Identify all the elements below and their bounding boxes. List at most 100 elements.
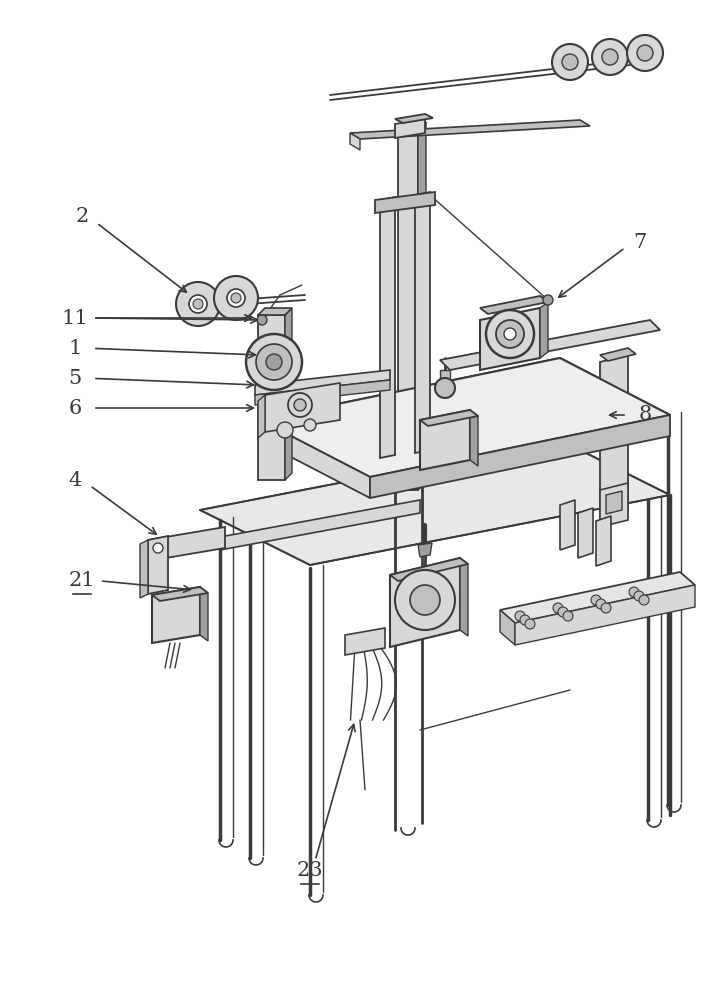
Polygon shape bbox=[260, 358, 670, 477]
Circle shape bbox=[525, 619, 535, 629]
Text: 4: 4 bbox=[68, 471, 82, 489]
Polygon shape bbox=[370, 415, 670, 498]
Text: 7: 7 bbox=[634, 232, 647, 251]
Polygon shape bbox=[480, 296, 548, 314]
Text: 11: 11 bbox=[62, 308, 89, 328]
Circle shape bbox=[486, 310, 534, 358]
Circle shape bbox=[637, 45, 653, 61]
Polygon shape bbox=[390, 558, 468, 581]
Text: 5: 5 bbox=[68, 368, 82, 387]
Polygon shape bbox=[350, 120, 590, 139]
Polygon shape bbox=[500, 610, 515, 645]
Circle shape bbox=[592, 39, 628, 75]
Circle shape bbox=[591, 595, 601, 605]
Circle shape bbox=[601, 603, 611, 613]
Circle shape bbox=[231, 293, 241, 303]
Polygon shape bbox=[470, 410, 478, 466]
Circle shape bbox=[563, 611, 573, 621]
Polygon shape bbox=[395, 119, 425, 138]
Circle shape bbox=[515, 611, 525, 621]
Circle shape bbox=[153, 543, 163, 553]
Polygon shape bbox=[350, 133, 360, 150]
Polygon shape bbox=[600, 483, 628, 527]
Polygon shape bbox=[152, 587, 208, 601]
Polygon shape bbox=[258, 395, 265, 438]
Polygon shape bbox=[148, 536, 168, 594]
Circle shape bbox=[496, 320, 524, 348]
Polygon shape bbox=[200, 587, 208, 641]
Circle shape bbox=[627, 35, 663, 71]
Polygon shape bbox=[578, 508, 593, 558]
Polygon shape bbox=[255, 370, 390, 395]
Circle shape bbox=[602, 49, 618, 65]
Text: 8: 8 bbox=[639, 406, 652, 424]
Circle shape bbox=[304, 419, 316, 431]
Polygon shape bbox=[418, 122, 426, 490]
Circle shape bbox=[288, 393, 312, 417]
Circle shape bbox=[629, 587, 639, 597]
Polygon shape bbox=[540, 302, 548, 358]
Circle shape bbox=[520, 615, 530, 625]
Polygon shape bbox=[375, 192, 435, 213]
Polygon shape bbox=[140, 540, 148, 598]
Polygon shape bbox=[285, 308, 292, 480]
Polygon shape bbox=[255, 380, 390, 405]
Circle shape bbox=[553, 603, 563, 613]
Polygon shape bbox=[148, 527, 225, 561]
Polygon shape bbox=[265, 383, 340, 432]
Text: 23: 23 bbox=[296, 860, 323, 880]
Circle shape bbox=[552, 44, 588, 80]
Polygon shape bbox=[258, 315, 285, 480]
Polygon shape bbox=[596, 516, 611, 566]
Circle shape bbox=[639, 595, 649, 605]
Circle shape bbox=[266, 354, 282, 370]
Circle shape bbox=[193, 299, 203, 309]
Polygon shape bbox=[380, 197, 395, 458]
Circle shape bbox=[214, 276, 258, 320]
Polygon shape bbox=[258, 308, 292, 315]
Polygon shape bbox=[260, 420, 370, 498]
Polygon shape bbox=[440, 320, 660, 370]
Circle shape bbox=[256, 344, 292, 380]
Polygon shape bbox=[152, 587, 200, 643]
Polygon shape bbox=[390, 558, 460, 647]
Circle shape bbox=[227, 289, 245, 307]
Text: 1: 1 bbox=[68, 338, 82, 358]
Polygon shape bbox=[600, 355, 628, 517]
Text: 2: 2 bbox=[75, 208, 89, 227]
Circle shape bbox=[176, 282, 220, 326]
Circle shape bbox=[294, 399, 306, 411]
Circle shape bbox=[596, 599, 606, 609]
Circle shape bbox=[410, 585, 440, 615]
Circle shape bbox=[634, 591, 644, 601]
Polygon shape bbox=[395, 114, 433, 123]
Polygon shape bbox=[600, 348, 636, 361]
Circle shape bbox=[504, 328, 516, 340]
Polygon shape bbox=[345, 628, 385, 655]
Circle shape bbox=[395, 570, 455, 630]
Polygon shape bbox=[420, 410, 470, 470]
Polygon shape bbox=[398, 122, 426, 130]
Text: 21: 21 bbox=[69, 570, 95, 589]
Polygon shape bbox=[420, 410, 478, 426]
Polygon shape bbox=[200, 440, 670, 565]
Circle shape bbox=[543, 295, 553, 305]
Polygon shape bbox=[418, 543, 432, 557]
Polygon shape bbox=[398, 130, 418, 490]
Circle shape bbox=[558, 607, 568, 617]
Circle shape bbox=[562, 54, 578, 70]
Polygon shape bbox=[560, 500, 575, 550]
Circle shape bbox=[257, 315, 267, 325]
Polygon shape bbox=[460, 558, 468, 636]
Polygon shape bbox=[500, 572, 695, 623]
Polygon shape bbox=[480, 308, 540, 370]
Text: 6: 6 bbox=[68, 398, 82, 418]
Polygon shape bbox=[220, 500, 420, 550]
Polygon shape bbox=[440, 370, 450, 382]
Polygon shape bbox=[515, 585, 695, 645]
Polygon shape bbox=[606, 491, 622, 514]
Circle shape bbox=[277, 422, 293, 438]
Circle shape bbox=[189, 295, 207, 313]
Circle shape bbox=[246, 334, 302, 390]
Circle shape bbox=[435, 378, 455, 398]
